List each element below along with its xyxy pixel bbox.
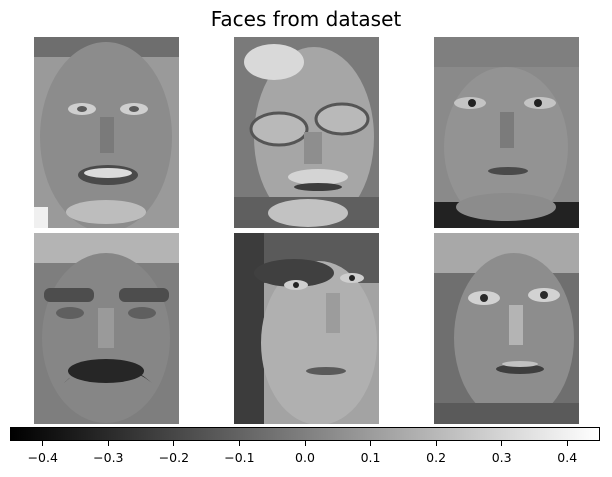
colorbar-tick-label: 0.3 xyxy=(491,450,512,465)
face-6 xyxy=(434,233,579,424)
colorbar-tick xyxy=(238,441,240,446)
colorbar-tick-label: 0.4 xyxy=(557,450,578,465)
face-5 xyxy=(234,233,379,424)
colorbar-tick xyxy=(173,441,175,446)
colorbar-tick-label: −0.1 xyxy=(224,450,255,465)
colorbar-tick xyxy=(107,441,109,446)
colorbar-tick-label: −0.4 xyxy=(27,450,58,465)
colorbar-tick-label: 0.2 xyxy=(426,450,447,465)
colorbar-tick-label: −0.3 xyxy=(93,450,124,465)
face-2 xyxy=(234,37,379,228)
page-title: Faces from dataset xyxy=(210,7,402,31)
colorbar-tick xyxy=(304,441,306,446)
colorbar-tick xyxy=(42,441,44,446)
colorbar xyxy=(10,427,600,441)
colorbar-tick xyxy=(501,441,503,446)
face-4 xyxy=(34,233,179,424)
colorbar-tick-label: 0.1 xyxy=(360,450,381,465)
colorbar-tick-label: 0.0 xyxy=(295,450,315,465)
colorbar-tick xyxy=(566,441,568,446)
face-1 xyxy=(34,37,179,228)
colorbar-tick-label: −0.2 xyxy=(158,450,190,465)
face-3 xyxy=(434,37,579,228)
colorbar-tick xyxy=(435,441,437,446)
colorbar-tick xyxy=(370,441,372,446)
